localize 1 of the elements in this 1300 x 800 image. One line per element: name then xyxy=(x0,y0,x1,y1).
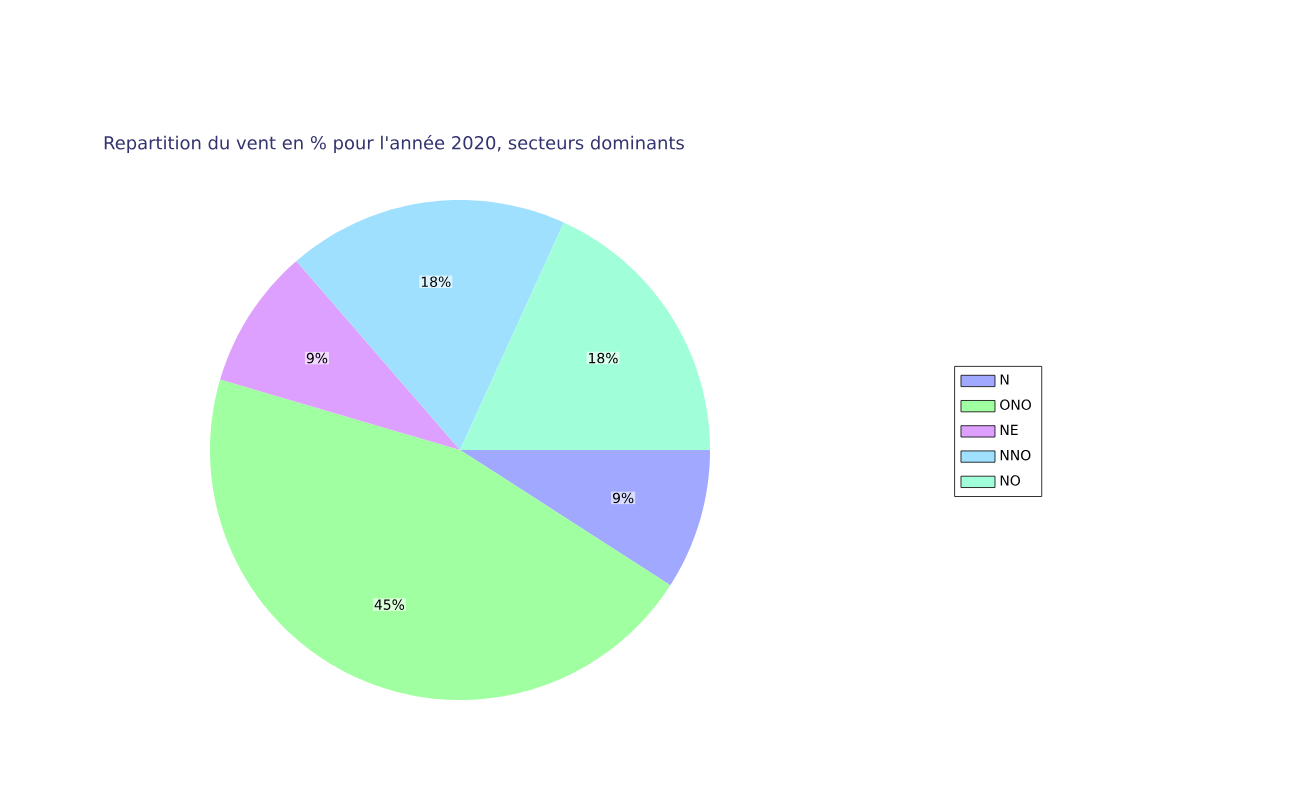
chart-title: Repartition du vent en % pour l'année 2020, secteurs dominants xyxy=(104,134,684,154)
